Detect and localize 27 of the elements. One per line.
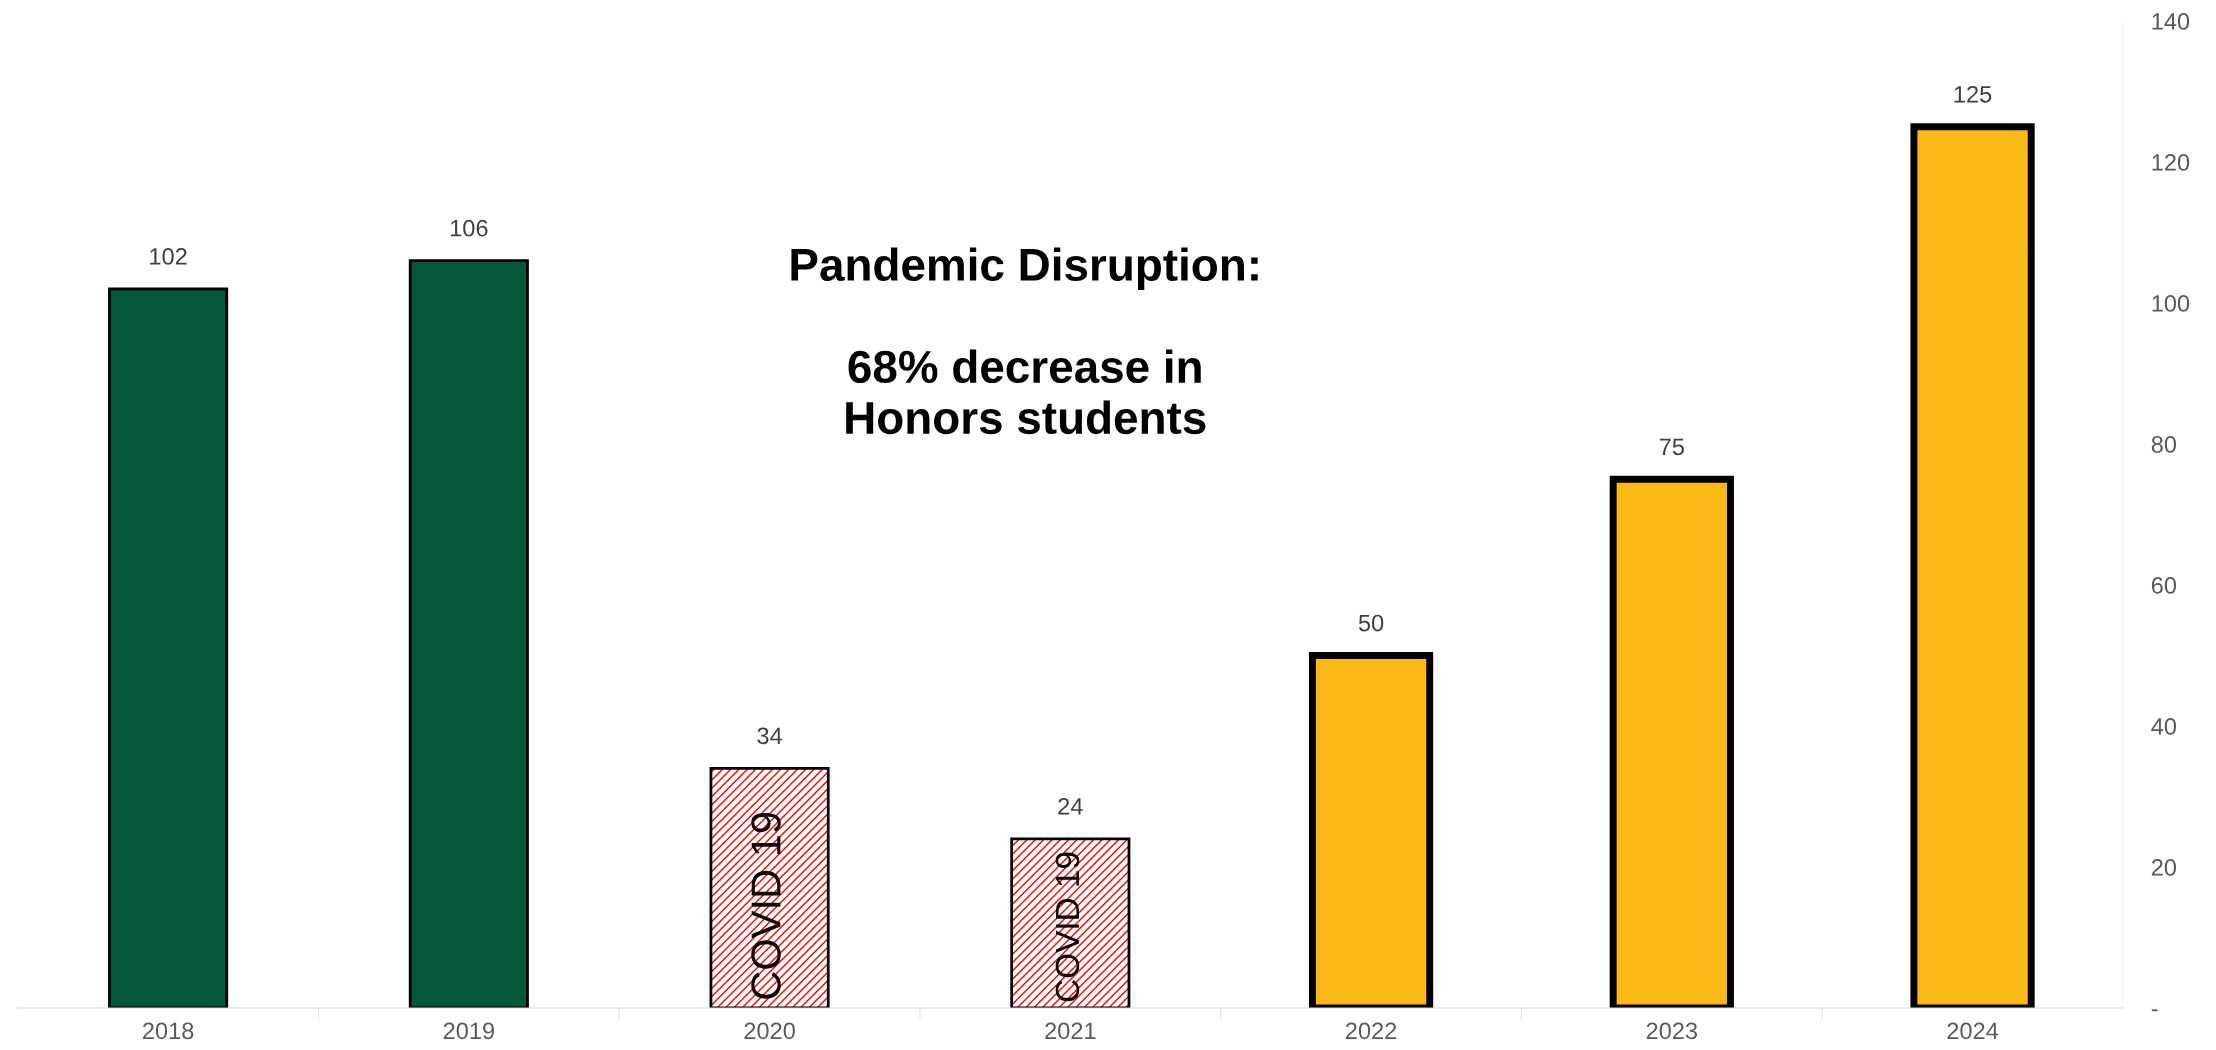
data-label: 125 bbox=[1954, 85, 1992, 103]
bar bbox=[408, 259, 529, 1008]
y-tick-label: 140 bbox=[2152, 13, 2190, 30]
text: Pandemic Disruption: 68% decrease in Honors students bbox=[791, 247, 1258, 435]
annotation: COVID 19 bbox=[751, 812, 781, 999]
x-tick-label: 2024 bbox=[1947, 1022, 1999, 1040]
data-label: 34 bbox=[757, 727, 783, 745]
data-label: 75 bbox=[1659, 438, 1684, 456]
y-tick-label: 120 bbox=[2152, 154, 2190, 171]
annotation: COVID 19 bbox=[1055, 852, 1080, 1002]
x-tick-label: 2021 bbox=[1045, 1022, 1096, 1040]
y-tick-label: 20 bbox=[2151, 859, 2177, 876]
x-tick-label: 2023 bbox=[1646, 1022, 1698, 1040]
data-label: 102 bbox=[150, 248, 187, 265]
x-tick-label: 2022 bbox=[1346, 1022, 1397, 1040]
y-tick-label: 40 bbox=[2151, 718, 2177, 735]
data-label: 50 bbox=[1358, 614, 1384, 632]
x-tick-label: 2020 bbox=[744, 1022, 795, 1040]
bar bbox=[108, 287, 229, 1008]
y-tick-label: 100 bbox=[2152, 295, 2190, 312]
y-tick-label: 80 bbox=[2151, 436, 2177, 453]
x-tick-label: 2019 bbox=[443, 1022, 494, 1040]
data-label: 24 bbox=[1058, 797, 1083, 815]
data-label: 106 bbox=[450, 219, 488, 237]
x-tick-label: 2018 bbox=[143, 1022, 194, 1040]
y-tick-label: - bbox=[2151, 1009, 2158, 1012]
y-tick-label: 60 bbox=[2151, 577, 2177, 594]
